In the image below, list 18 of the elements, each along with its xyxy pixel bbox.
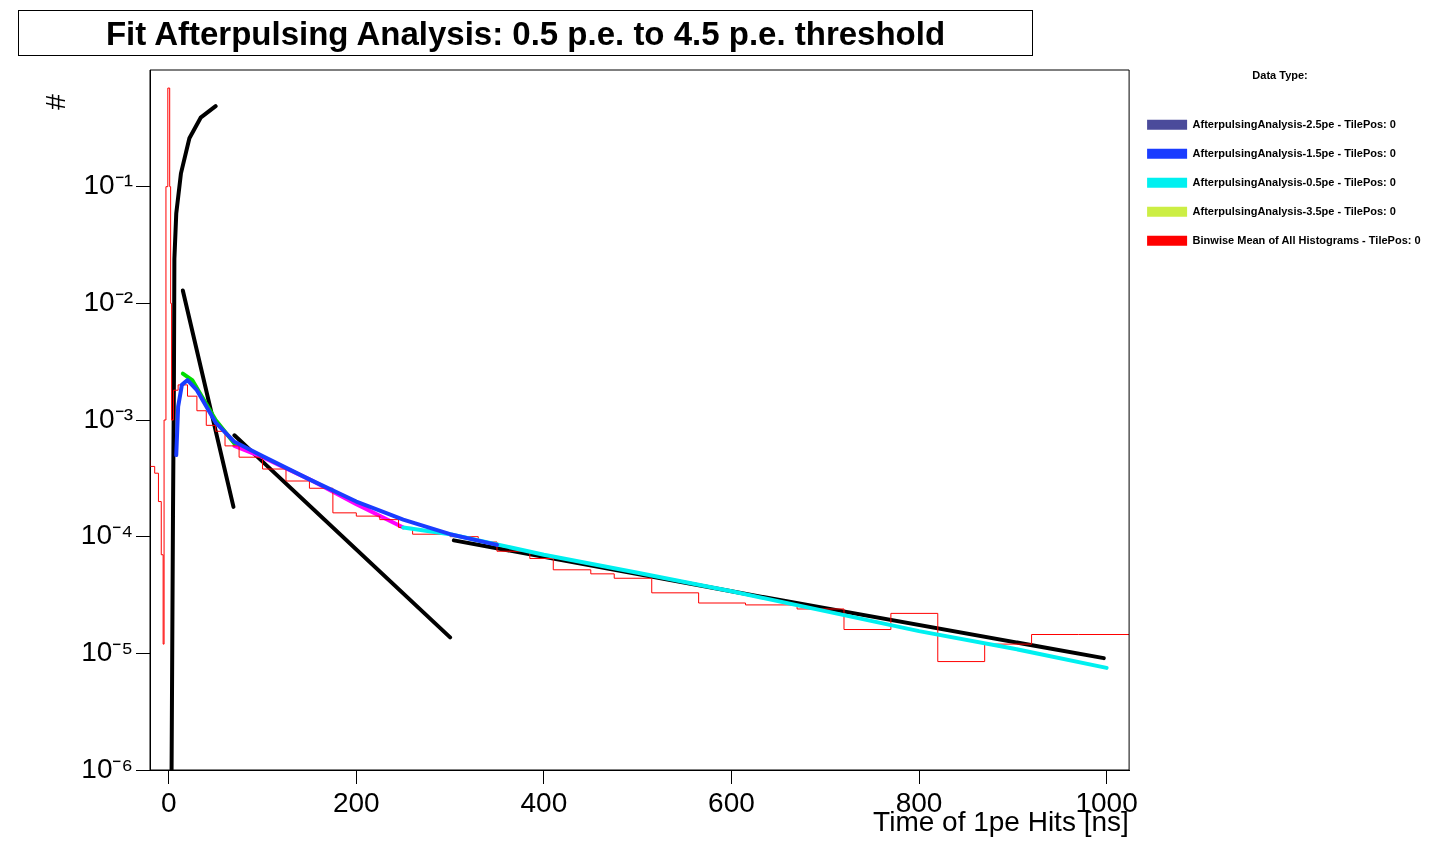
- legend-title: Data Type:: [1252, 68, 1308, 81]
- legend-label: AfterpulsingAnalysis-3.5pe - TilePos: 0: [1192, 204, 1396, 217]
- y-tick-label: 10⁻¹: [83, 169, 133, 201]
- legend-label: Binwise Mean of All Histograms - TilePos: 0: [1192, 233, 1421, 246]
- legend-label: AfterpulsingAnalysis-1.5pe - TilePos: 0: [1192, 146, 1396, 159]
- y-tick-label: 10⁻²: [83, 286, 133, 318]
- y-tick-label: 10⁻³: [83, 402, 133, 434]
- legend-label: AfterpulsingAnalysis-0.5pe - TilePos: 0: [1192, 175, 1396, 188]
- x-tick-label: 400: [520, 786, 568, 818]
- chart-title: Fit Afterpulsing Analysis: 0.5 p.e. to 4.5 p.e. threshold: [18, 10, 1033, 56]
- legend-label: AfterpulsingAnalysis-2.5pe - TilePos: 0: [1192, 117, 1396, 130]
- x-tick-label: 0: [160, 786, 177, 818]
- x-tick-label: 200: [332, 786, 380, 818]
- x-tick-label: 600: [708, 786, 755, 818]
- y-tick-label: 10⁻⁵: [81, 636, 133, 668]
- y-tick-label: 10⁻⁶: [81, 752, 133, 784]
- y-tick-label: 10⁻⁴: [80, 519, 133, 551]
- y-axis-title: #: [39, 94, 72, 110]
